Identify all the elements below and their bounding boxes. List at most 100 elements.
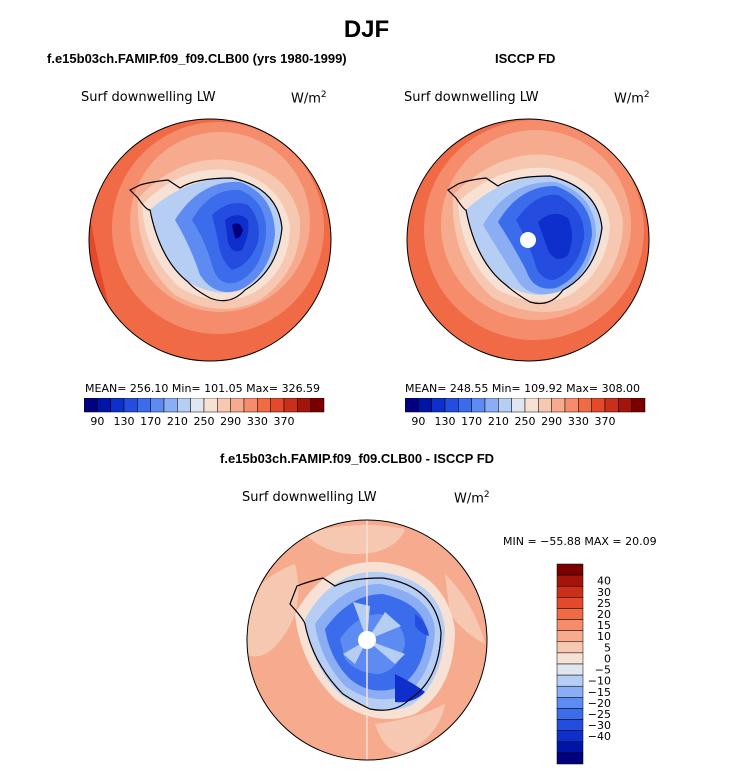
colorbar-swatch (163, 398, 178, 413)
colorbar-swatch (556, 652, 584, 665)
colorbar-swatch (618, 398, 632, 413)
colorbar-tick-label: −10 (588, 675, 611, 688)
colorbar-tick-label: 10 (597, 630, 611, 643)
colorbar-swatch (511, 398, 526, 413)
colorbar-swatch (270, 398, 285, 413)
colorbar-swatch (556, 719, 584, 731)
colorbar-swatch (604, 398, 619, 413)
colorbar-swatch (631, 398, 646, 413)
colorbar-tick-label: 170 (140, 415, 161, 428)
colorbar-tick-label: −5 (595, 664, 611, 677)
colorbar-tick-label: 170 (461, 415, 482, 428)
colorbar-swatch (230, 398, 245, 413)
colorbar-swatch (556, 641, 584, 654)
obs-unit-label: W/m2 (614, 90, 650, 107)
colorbar-tick-label: −25 (588, 708, 611, 721)
colorbar-swatch (203, 398, 218, 413)
colorbar-tick-label: −40 (588, 730, 611, 743)
model-panel-title: f.e15b03ch.FAMIP.f09_f09.CLB00 (yrs 1980… (47, 51, 347, 66)
colorbar-swatch (418, 398, 432, 413)
colorbar-swatch (556, 730, 584, 743)
diff-panel-title: f.e15b03ch.FAMIP.f09_f09.CLB00 - ISCCP F… (220, 451, 495, 466)
colorbar-swatch (556, 574, 584, 587)
colorbar-swatch (556, 752, 584, 765)
colorbar-tick-label: 290 (541, 415, 562, 428)
colorbar-tick-label: 250 (515, 415, 536, 428)
obs-variable-label: Surf downwelling LW (404, 90, 539, 105)
colorbar-tick-label: 370 (274, 415, 295, 428)
colorbar-swatch (217, 398, 231, 413)
colorbar-tick-label: 370 (595, 415, 616, 428)
colorbar-tick-label: 20 (597, 608, 611, 621)
model-colorbar: 90 130 170 210 250 290 330 370 (84, 398, 325, 428)
colorbar-tick-label: 5 (604, 641, 611, 654)
colorbar-swatch (556, 619, 584, 631)
colorbar-swatch (137, 398, 151, 413)
colorbar-tick-label: 130 (435, 415, 456, 428)
colorbar-swatch (556, 597, 584, 609)
colorbar-swatch (524, 398, 539, 413)
colorbar-tick-label: 30 (597, 586, 611, 599)
colorbar-swatch (498, 398, 512, 413)
colorbar-tick-label: 210 (488, 415, 509, 428)
colorbar-tick-label: 40 (597, 575, 611, 588)
colorbar-swatch (405, 398, 419, 413)
obs-panel-title: ISCCP FD (495, 51, 556, 66)
colorbar-tick-label: 210 (167, 415, 188, 428)
colorbar-swatch (297, 398, 311, 413)
model-polar-map (88, 118, 332, 362)
colorbar-swatch (458, 398, 472, 413)
colorbar-swatch (556, 741, 584, 754)
colorbar-swatch (564, 398, 579, 413)
colorbar-swatch (578, 398, 592, 413)
colorbar-swatch (551, 398, 566, 413)
colorbar-tick-label: 90 (411, 415, 425, 428)
obs-stats: MEAN= 248.55 Min= 109.92 Max= 308.00 (405, 382, 641, 395)
colorbar-tick-label: 25 (597, 597, 611, 610)
colorbar-swatch (556, 630, 584, 643)
model-unit-label: W/m2 (291, 90, 327, 107)
diff-unit-label: W/m2 (454, 490, 490, 507)
model-variable-label: Surf downwelling LW (81, 90, 216, 105)
colorbar-swatch (556, 663, 584, 676)
figure-title: DJF (343, 16, 390, 43)
colorbar-swatch (591, 398, 606, 413)
colorbar-tick-label: −20 (588, 697, 611, 710)
obs-colorbar: 90 130 170 210 250 290 330 370 (405, 398, 646, 428)
diff-polar-map (246, 519, 488, 761)
colorbar-tick-label: 330 (247, 415, 268, 428)
colorbar-tick-label: 0 (604, 652, 611, 665)
colorbar-tick-label: −30 (588, 719, 611, 732)
colorbar-swatch (150, 398, 165, 413)
colorbar-swatch (556, 585, 584, 598)
colorbar-swatch (556, 674, 584, 687)
colorbar-swatch (283, 398, 298, 413)
colorbar-tick-label: 330 (568, 415, 589, 428)
colorbar-tick-label: 290 (220, 415, 241, 428)
colorbar-swatch (110, 398, 125, 413)
colorbar-swatch (556, 708, 584, 720)
obs-polar-map (406, 118, 650, 362)
colorbar-swatch (84, 398, 98, 413)
colorbar-swatch (243, 398, 258, 413)
colorbar-tick-label: 250 (194, 415, 215, 428)
colorbar-swatch (538, 398, 552, 413)
diff-stats: MIN = −55.88 MAX = 20.09 (503, 535, 657, 548)
colorbar-swatch (444, 398, 459, 413)
colorbar-tick-label: 90 (90, 415, 104, 428)
colorbar-swatch (123, 398, 138, 413)
colorbar-swatch (431, 398, 446, 413)
colorbar-swatch (257, 398, 271, 413)
colorbar-swatch (177, 398, 191, 413)
colorbar-tick-label: 15 (597, 619, 611, 632)
colorbar-swatch (310, 398, 325, 413)
colorbar-swatch (97, 398, 111, 413)
colorbar-tick-label: −15 (588, 686, 611, 699)
colorbar-swatch (484, 398, 499, 413)
colorbar-swatch (556, 608, 584, 620)
colorbar-swatch (190, 398, 205, 413)
colorbar-swatch (556, 685, 584, 698)
colorbar-tick-label: 130 (114, 415, 135, 428)
model-stats: MEAN= 256.10 Min= 101.05 Max= 326.59 (85, 382, 321, 395)
